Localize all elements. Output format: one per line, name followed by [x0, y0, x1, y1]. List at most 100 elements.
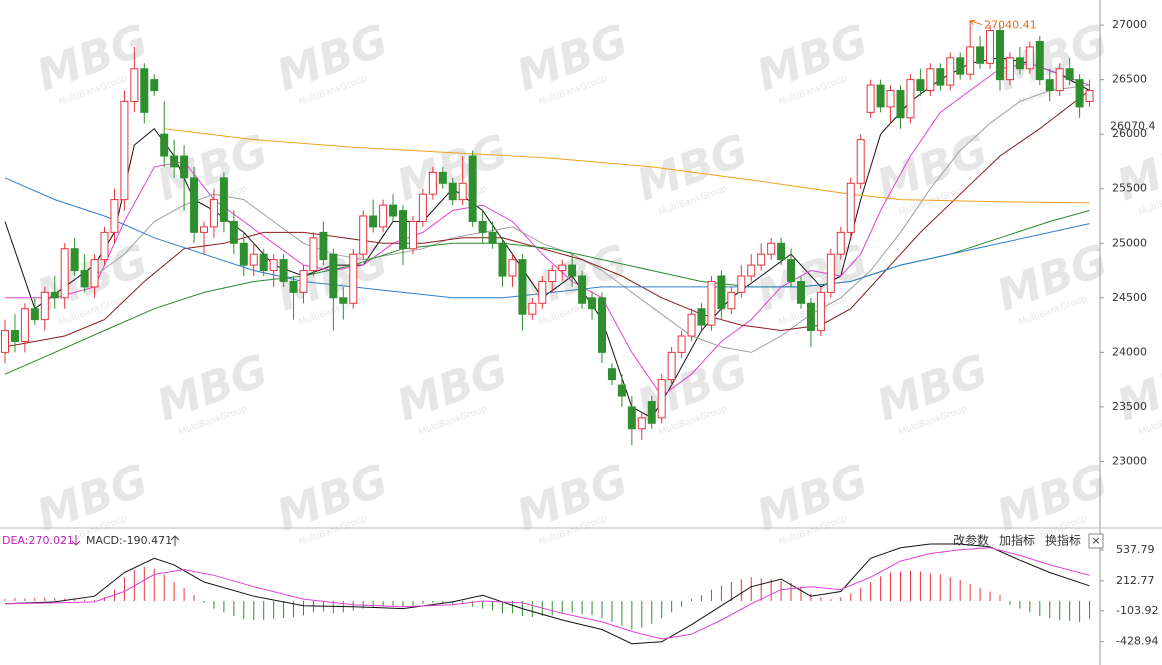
candle-body — [1035, 40, 1044, 81]
candle-body — [120, 100, 129, 201]
y-tick-label: 23000 — [1112, 454, 1147, 467]
candle-body — [826, 253, 835, 293]
candle-body — [10, 330, 19, 342]
candle-body — [886, 90, 895, 108]
candle-body — [458, 182, 467, 201]
candle-body — [249, 253, 258, 266]
candle-body — [1005, 57, 1014, 81]
candle-body — [80, 270, 89, 288]
macd-label: MACD:-190.471 — [86, 534, 172, 547]
ma-line — [5, 62, 1090, 397]
candle-body — [40, 291, 49, 321]
y-tick-label: 26500 — [1112, 73, 1147, 86]
y-tick-label: 27000 — [1112, 18, 1147, 31]
max-arrow — [969, 20, 983, 26]
candle-body — [906, 79, 915, 119]
candle-body — [50, 291, 59, 299]
y-tick-label: 212.77 — [1116, 574, 1155, 587]
candle-body — [150, 79, 159, 92]
candle-body — [130, 68, 139, 102]
candle-body — [836, 231, 845, 255]
candle-body — [916, 79, 925, 92]
candle-body — [797, 280, 805, 304]
candle-body — [637, 417, 646, 430]
candle-body — [777, 242, 786, 261]
candle-body — [160, 133, 169, 157]
candle-body — [588, 297, 597, 310]
candle-body — [558, 264, 567, 272]
candle-body — [468, 155, 477, 222]
candle-body — [926, 68, 935, 92]
candle-body — [1, 330, 9, 353]
candle-body — [966, 46, 975, 75]
candle-body — [478, 220, 487, 233]
ma-line — [4, 177, 1090, 299]
candle-body — [359, 215, 368, 255]
candle-body — [846, 182, 855, 233]
candle-body — [219, 177, 228, 222]
candle-body — [1085, 90, 1094, 102]
dea-label: DEA:270.021 — [2, 534, 74, 547]
candle-body — [717, 275, 726, 310]
candle-body — [667, 351, 676, 381]
candle-body — [428, 171, 437, 195]
candle-body — [418, 193, 427, 222]
close-icon[interactable]: × — [1091, 534, 1100, 547]
candle-body — [538, 280, 547, 304]
candle-body — [90, 259, 99, 288]
candle-body — [548, 270, 557, 282]
candle-body — [399, 210, 407, 250]
button[interactable]: 加指标 — [999, 533, 1035, 548]
candle-body — [767, 242, 776, 255]
close-button[interactable] — [1088, 533, 1104, 549]
candle-body — [289, 280, 298, 293]
candle-body — [389, 204, 398, 217]
candle-body — [1055, 68, 1064, 92]
candle-body — [866, 84, 875, 113]
y-tick-label: -428.94 — [1116, 635, 1158, 648]
candle-body — [299, 270, 308, 293]
candle-body — [896, 90, 905, 119]
candle-body — [757, 253, 766, 266]
button[interactable]: 换指标 — [1045, 533, 1081, 548]
candle-body — [806, 302, 815, 332]
candle-body — [747, 264, 756, 277]
candle-body — [498, 242, 507, 277]
candle-body — [110, 199, 119, 233]
candle-body — [1025, 46, 1034, 70]
candle-body — [627, 406, 636, 430]
candle-body — [349, 253, 358, 304]
macd-line — [4, 547, 1090, 640]
candle-body — [617, 384, 626, 397]
candle-body — [687, 313, 696, 337]
candle-body — [269, 259, 278, 272]
candle-body — [946, 57, 955, 86]
candle-body — [100, 231, 109, 261]
candle-body — [976, 46, 985, 64]
candle-body — [697, 308, 706, 326]
candle-body — [787, 259, 796, 282]
candle-body — [339, 297, 348, 304]
candle-body — [737, 275, 746, 293]
candle-body — [518, 259, 527, 315]
candle-body — [647, 400, 656, 424]
candle-body — [259, 253, 268, 272]
candle-body — [856, 139, 865, 184]
candle-body — [1065, 68, 1074, 81]
candle-body — [200, 226, 208, 233]
y-tick-label: 25000 — [1112, 236, 1147, 249]
candle-body — [578, 275, 587, 304]
current-price-label: 26070.4 — [1110, 120, 1156, 133]
candle-body — [1015, 57, 1024, 70]
candle-body — [70, 248, 79, 272]
candle-body — [319, 231, 328, 261]
candle-body — [309, 237, 318, 272]
y-tick-label: 25500 — [1112, 182, 1147, 195]
candle-body — [1075, 79, 1084, 108]
candle-body — [438, 171, 447, 184]
candle-body — [448, 182, 457, 201]
candle-body — [379, 204, 388, 228]
candle-body — [408, 220, 417, 250]
candle-body — [180, 155, 189, 179]
ma-line — [94, 84, 1090, 353]
